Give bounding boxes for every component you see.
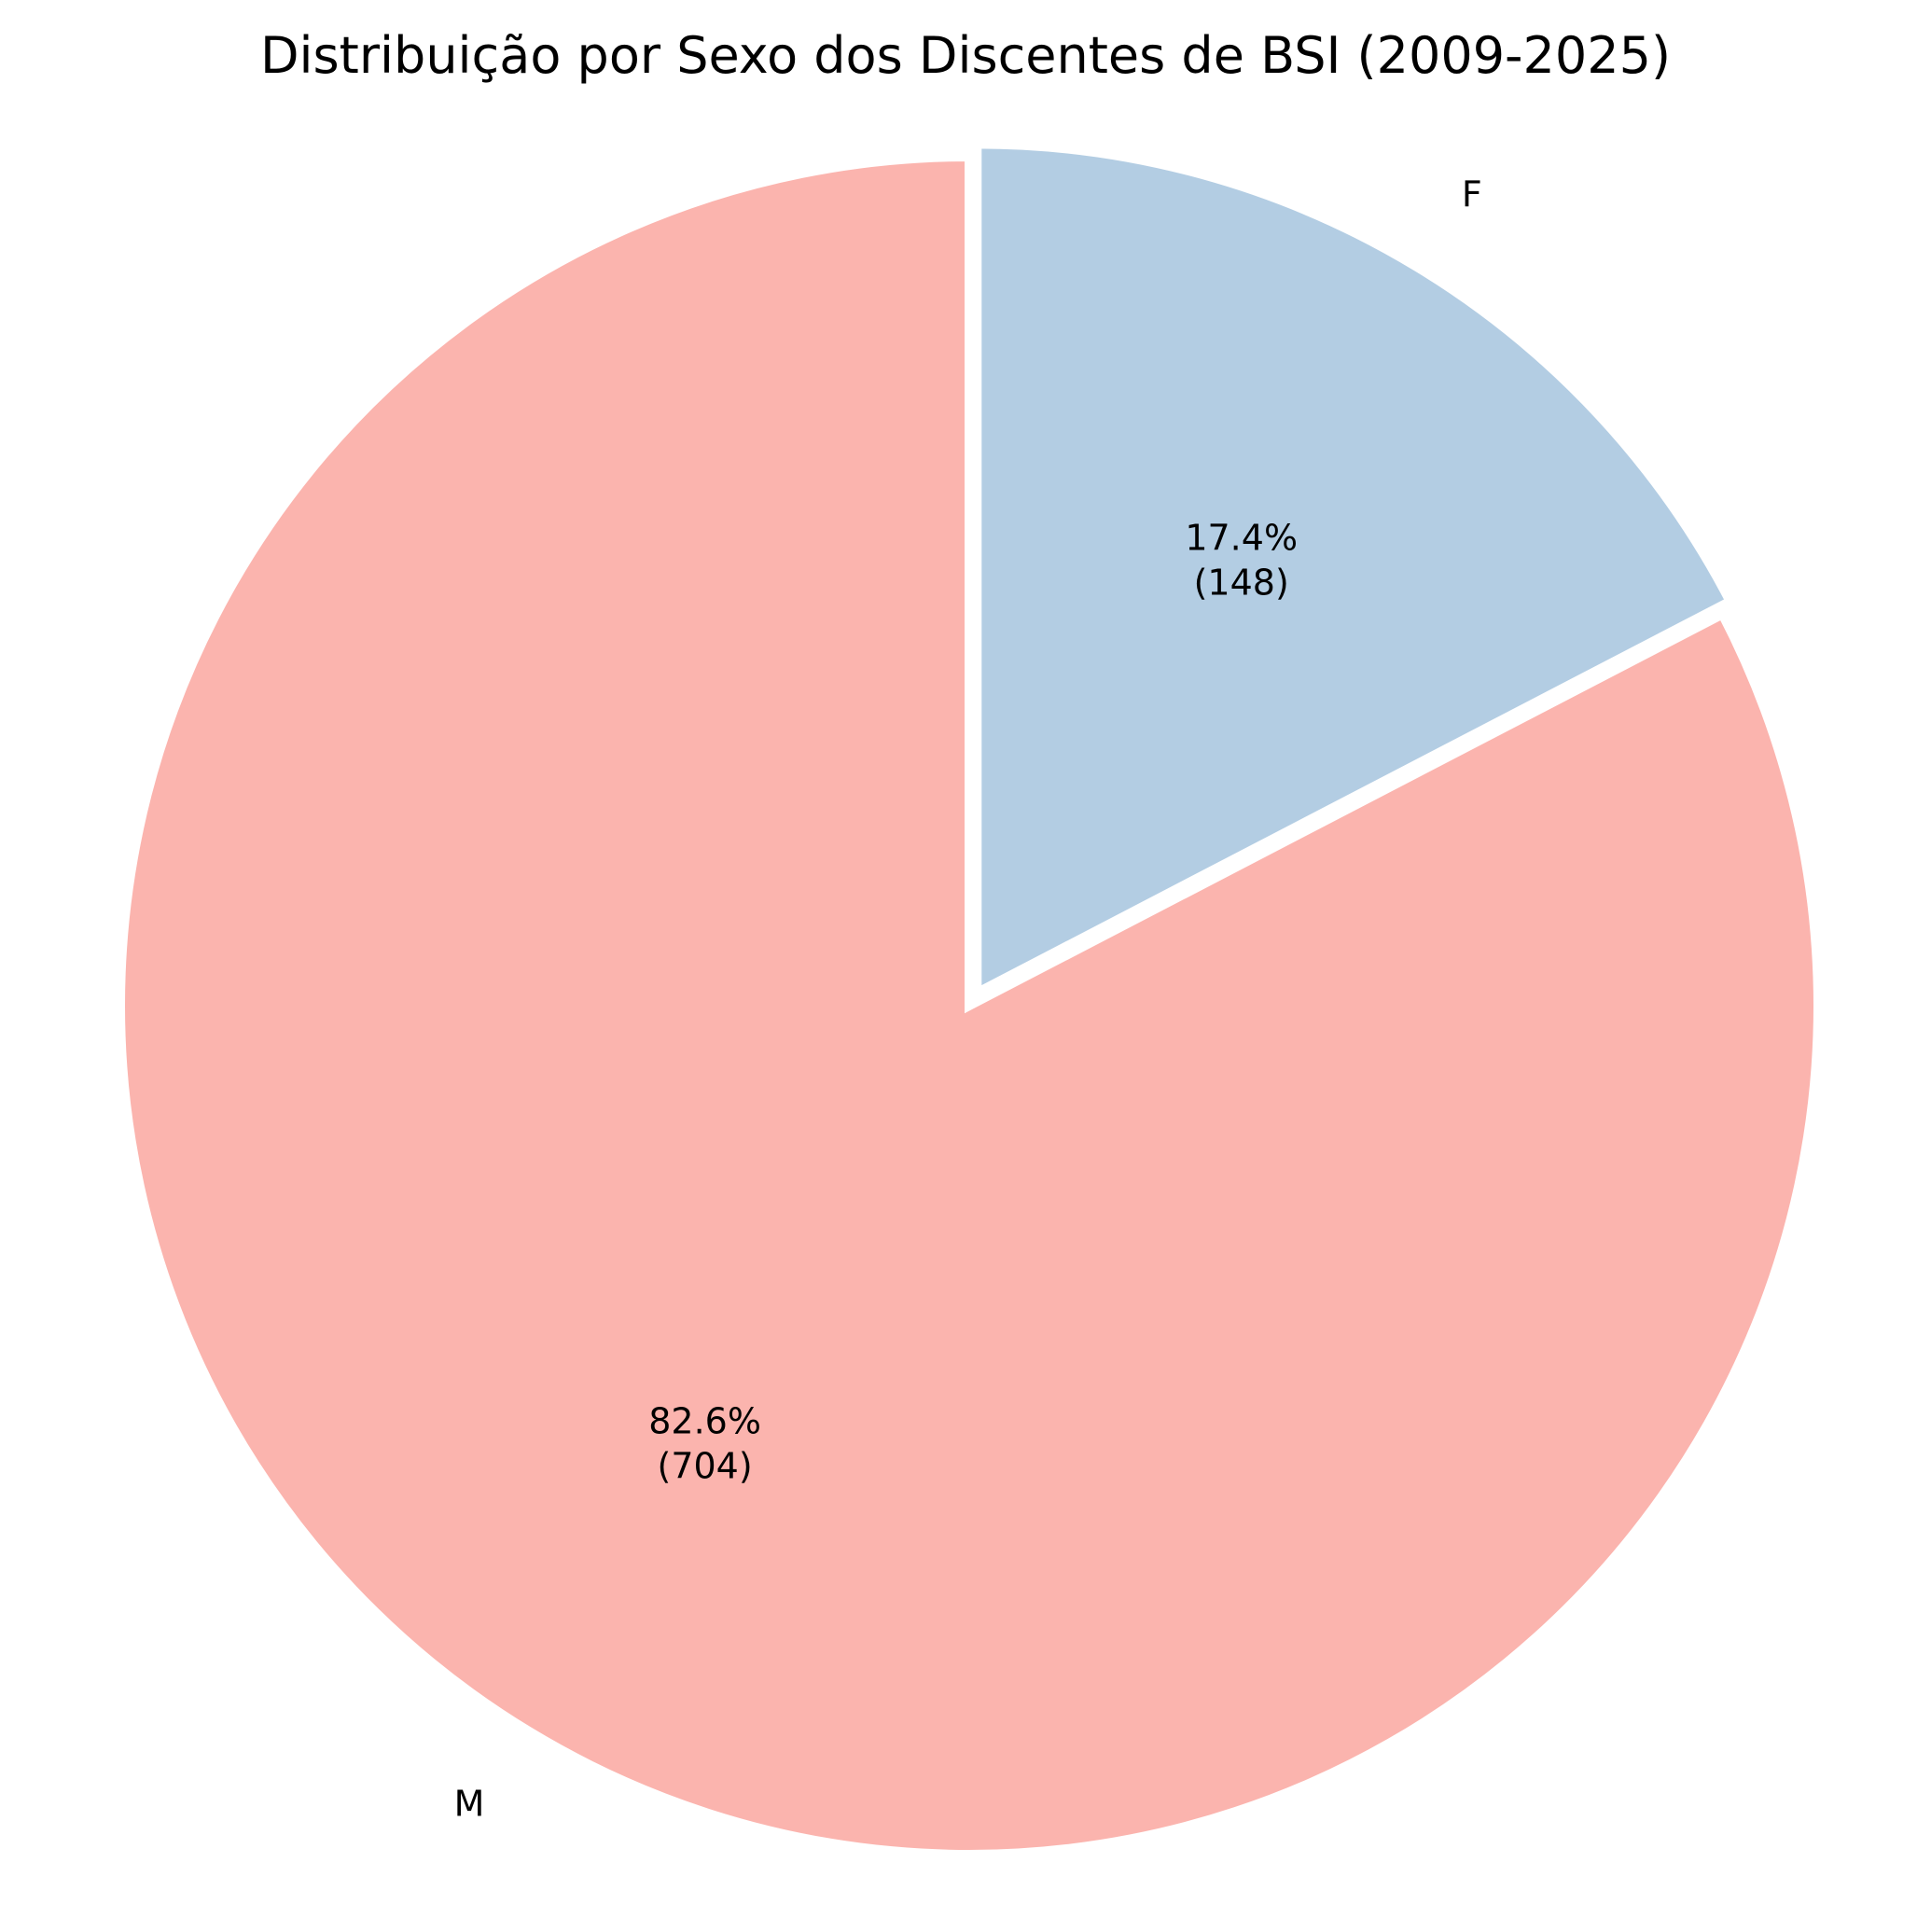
- slice-count-m: (704): [658, 1446, 753, 1487]
- pie-slice-m: [116, 151, 1823, 1859]
- pie-slice-f: [972, 139, 1737, 1001]
- slice-percent-m: 82.6%: [648, 1401, 761, 1442]
- slice-count-f: (148): [1194, 563, 1289, 604]
- slice-percent-f: 17.4%: [1185, 518, 1298, 559]
- slice-label-m: M: [454, 1784, 485, 1825]
- slice-label-f: F: [1462, 174, 1482, 215]
- chart-title: Distribuição por Sexo dos Discentes de B…: [260, 26, 1671, 85]
- slice-percent-label-f: 17.4% (148): [1185, 518, 1298, 604]
- slice-percent-label-m: 82.6% (704): [648, 1401, 761, 1487]
